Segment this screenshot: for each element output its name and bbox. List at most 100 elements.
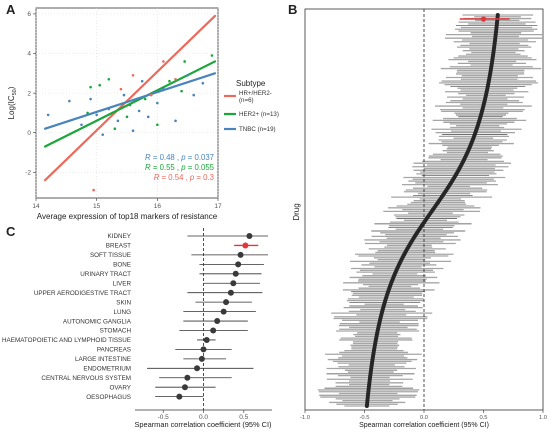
panel-label-a: A	[6, 2, 16, 17]
tissue-label: STOMACH	[100, 328, 132, 335]
panel-b-drug-correlations: -1.0 -0.5 0.0 0.5 1.0 Drug Spearman correlat…	[292, 8, 547, 429]
panel-a-legend: Subtype HR+/HER2-(n=6) HER2+ (n=13) TNBC (…	[224, 79, 279, 133]
tissue-row: ENDOMETRIUM	[83, 365, 254, 373]
tissue-label: LIVER	[113, 280, 132, 287]
scatter-point	[131, 73, 135, 77]
tissue-label: ENDOMETRIUM	[83, 366, 131, 373]
tissue-row: LIVER	[113, 280, 260, 287]
tissue-point	[181, 384, 188, 391]
tissue-point	[237, 251, 244, 258]
tissue-row: OVARY	[110, 384, 216, 391]
scatter-point	[107, 107, 111, 111]
tissue-label: OVARY	[110, 384, 132, 391]
tissue-row: SOFT TISSUE	[90, 251, 268, 259]
scatter-point	[89, 97, 92, 101]
tissue-point	[203, 336, 210, 343]
scatter-point	[119, 87, 123, 91]
panel-a-y-axis-label: Log(IC50)	[7, 86, 18, 119]
tissue-point	[223, 299, 230, 306]
tissue-point	[246, 233, 253, 239]
fit-line	[43, 72, 217, 130]
tissue-point	[232, 270, 239, 277]
tissue-label: LARGE INTESTINE	[75, 356, 131, 363]
panel-b-points	[364, 13, 500, 408]
tissue-label: AUTONOMIC GANGLIA	[63, 318, 132, 325]
panel-c-x-ticks: -0.5 0.0 0.5	[158, 410, 249, 421]
tissue-point	[210, 327, 217, 334]
tissue-point	[230, 280, 237, 287]
tissue-label: KIDNEY	[108, 233, 132, 240]
x-tick-label: 16	[154, 203, 162, 210]
tissue-label: LUNG	[114, 309, 132, 316]
scatter-point	[168, 79, 171, 83]
scatter-point	[122, 93, 126, 97]
x-tick-label: 17	[214, 203, 222, 210]
tissue-label: OESOPHAGUS	[86, 394, 131, 401]
scatter-point	[128, 103, 132, 107]
tissue-point	[200, 346, 207, 353]
panel-a-x-axis-label: Average expression of top18 markers of r…	[37, 212, 218, 221]
scatter-point	[101, 133, 105, 136]
legend-title: Subtype	[236, 79, 266, 88]
scatter-point	[192, 93, 196, 97]
scatter-point	[95, 113, 98, 117]
tissue-row: BONE	[113, 261, 264, 269]
tissue-row: OESOPHAGUS	[86, 393, 204, 401]
tissue-point	[176, 393, 183, 400]
scatter-point	[131, 129, 135, 133]
tissue-row: LUNG	[114, 308, 256, 316]
tissue-label: SKIN	[116, 299, 131, 306]
y-tick-label: 2	[27, 90, 31, 97]
tissue-label: UPPER AERODIGESTIVE TRACT	[34, 290, 131, 297]
x-tick-label: 15	[93, 203, 101, 210]
tissue-label: BREAST	[106, 243, 131, 250]
x-tick-label: 0.0	[420, 415, 428, 421]
scatter-point	[186, 73, 189, 77]
scatter-point	[68, 99, 71, 103]
scatter-point	[80, 123, 83, 127]
panel-b-y-axis-label: Drug	[292, 203, 301, 220]
scatter-point	[210, 54, 214, 57]
tissue-point	[214, 318, 221, 325]
tissue-row: CENTRAL NERVOUS SYSTEM	[41, 374, 232, 382]
x-tick-label: 1.0	[539, 415, 547, 421]
tissue-point	[194, 365, 201, 372]
tissue-point	[198, 355, 205, 362]
scatter-point	[113, 127, 117, 131]
tissue-label: HAEMATOPOIETIC AND LYMPHOID TISSUE	[2, 337, 131, 344]
fit-line	[43, 14, 217, 182]
correlation-stat: R = 0.54 , p = 0.3	[154, 173, 214, 182]
tissue-row: SKIN	[116, 299, 252, 306]
tissue-row: KIDNEY	[108, 233, 268, 240]
legend-entry: HR+/HER2-(n=6)	[239, 90, 272, 104]
y-tick-label: 0	[27, 130, 31, 137]
panel-label-c: C	[6, 224, 16, 239]
scatter-point	[156, 101, 159, 105]
tissue-label: PANCREAS	[97, 347, 131, 354]
tissue-label: BONE	[113, 262, 131, 269]
y-tick-label: 6	[27, 11, 31, 18]
scatter-point	[162, 60, 165, 63]
panel-b-highlight	[459, 16, 510, 22]
tissue-point	[235, 261, 242, 268]
scatter-point	[89, 85, 92, 89]
correlation-stat: R = 0.48 , p = 0.037	[145, 153, 214, 162]
x-tick-label: 0.0	[199, 414, 208, 421]
scatter-point	[156, 123, 159, 127]
panel-b-x-ticks: -1.0 -0.5 0.0 0.5 1.0	[300, 410, 547, 421]
tissue-row: PANCREAS	[97, 346, 232, 354]
legend-entry: TNBC (n=19)	[239, 126, 276, 133]
tissue-row: STOMACH	[100, 327, 248, 335]
drug-point	[364, 404, 369, 408]
scatter-point	[137, 109, 141, 113]
scatter-point	[46, 113, 50, 117]
panel-a-points	[46, 54, 214, 192]
scatter-point	[107, 77, 111, 81]
scatter-point	[116, 119, 120, 123]
tissue-label: CENTRAL NERVOUS SYSTEM	[41, 375, 131, 382]
scatter-point	[174, 77, 177, 81]
x-tick-label: -0.5	[360, 415, 370, 421]
scatter-point	[125, 115, 129, 119]
x-tick-label: 14	[32, 203, 40, 210]
